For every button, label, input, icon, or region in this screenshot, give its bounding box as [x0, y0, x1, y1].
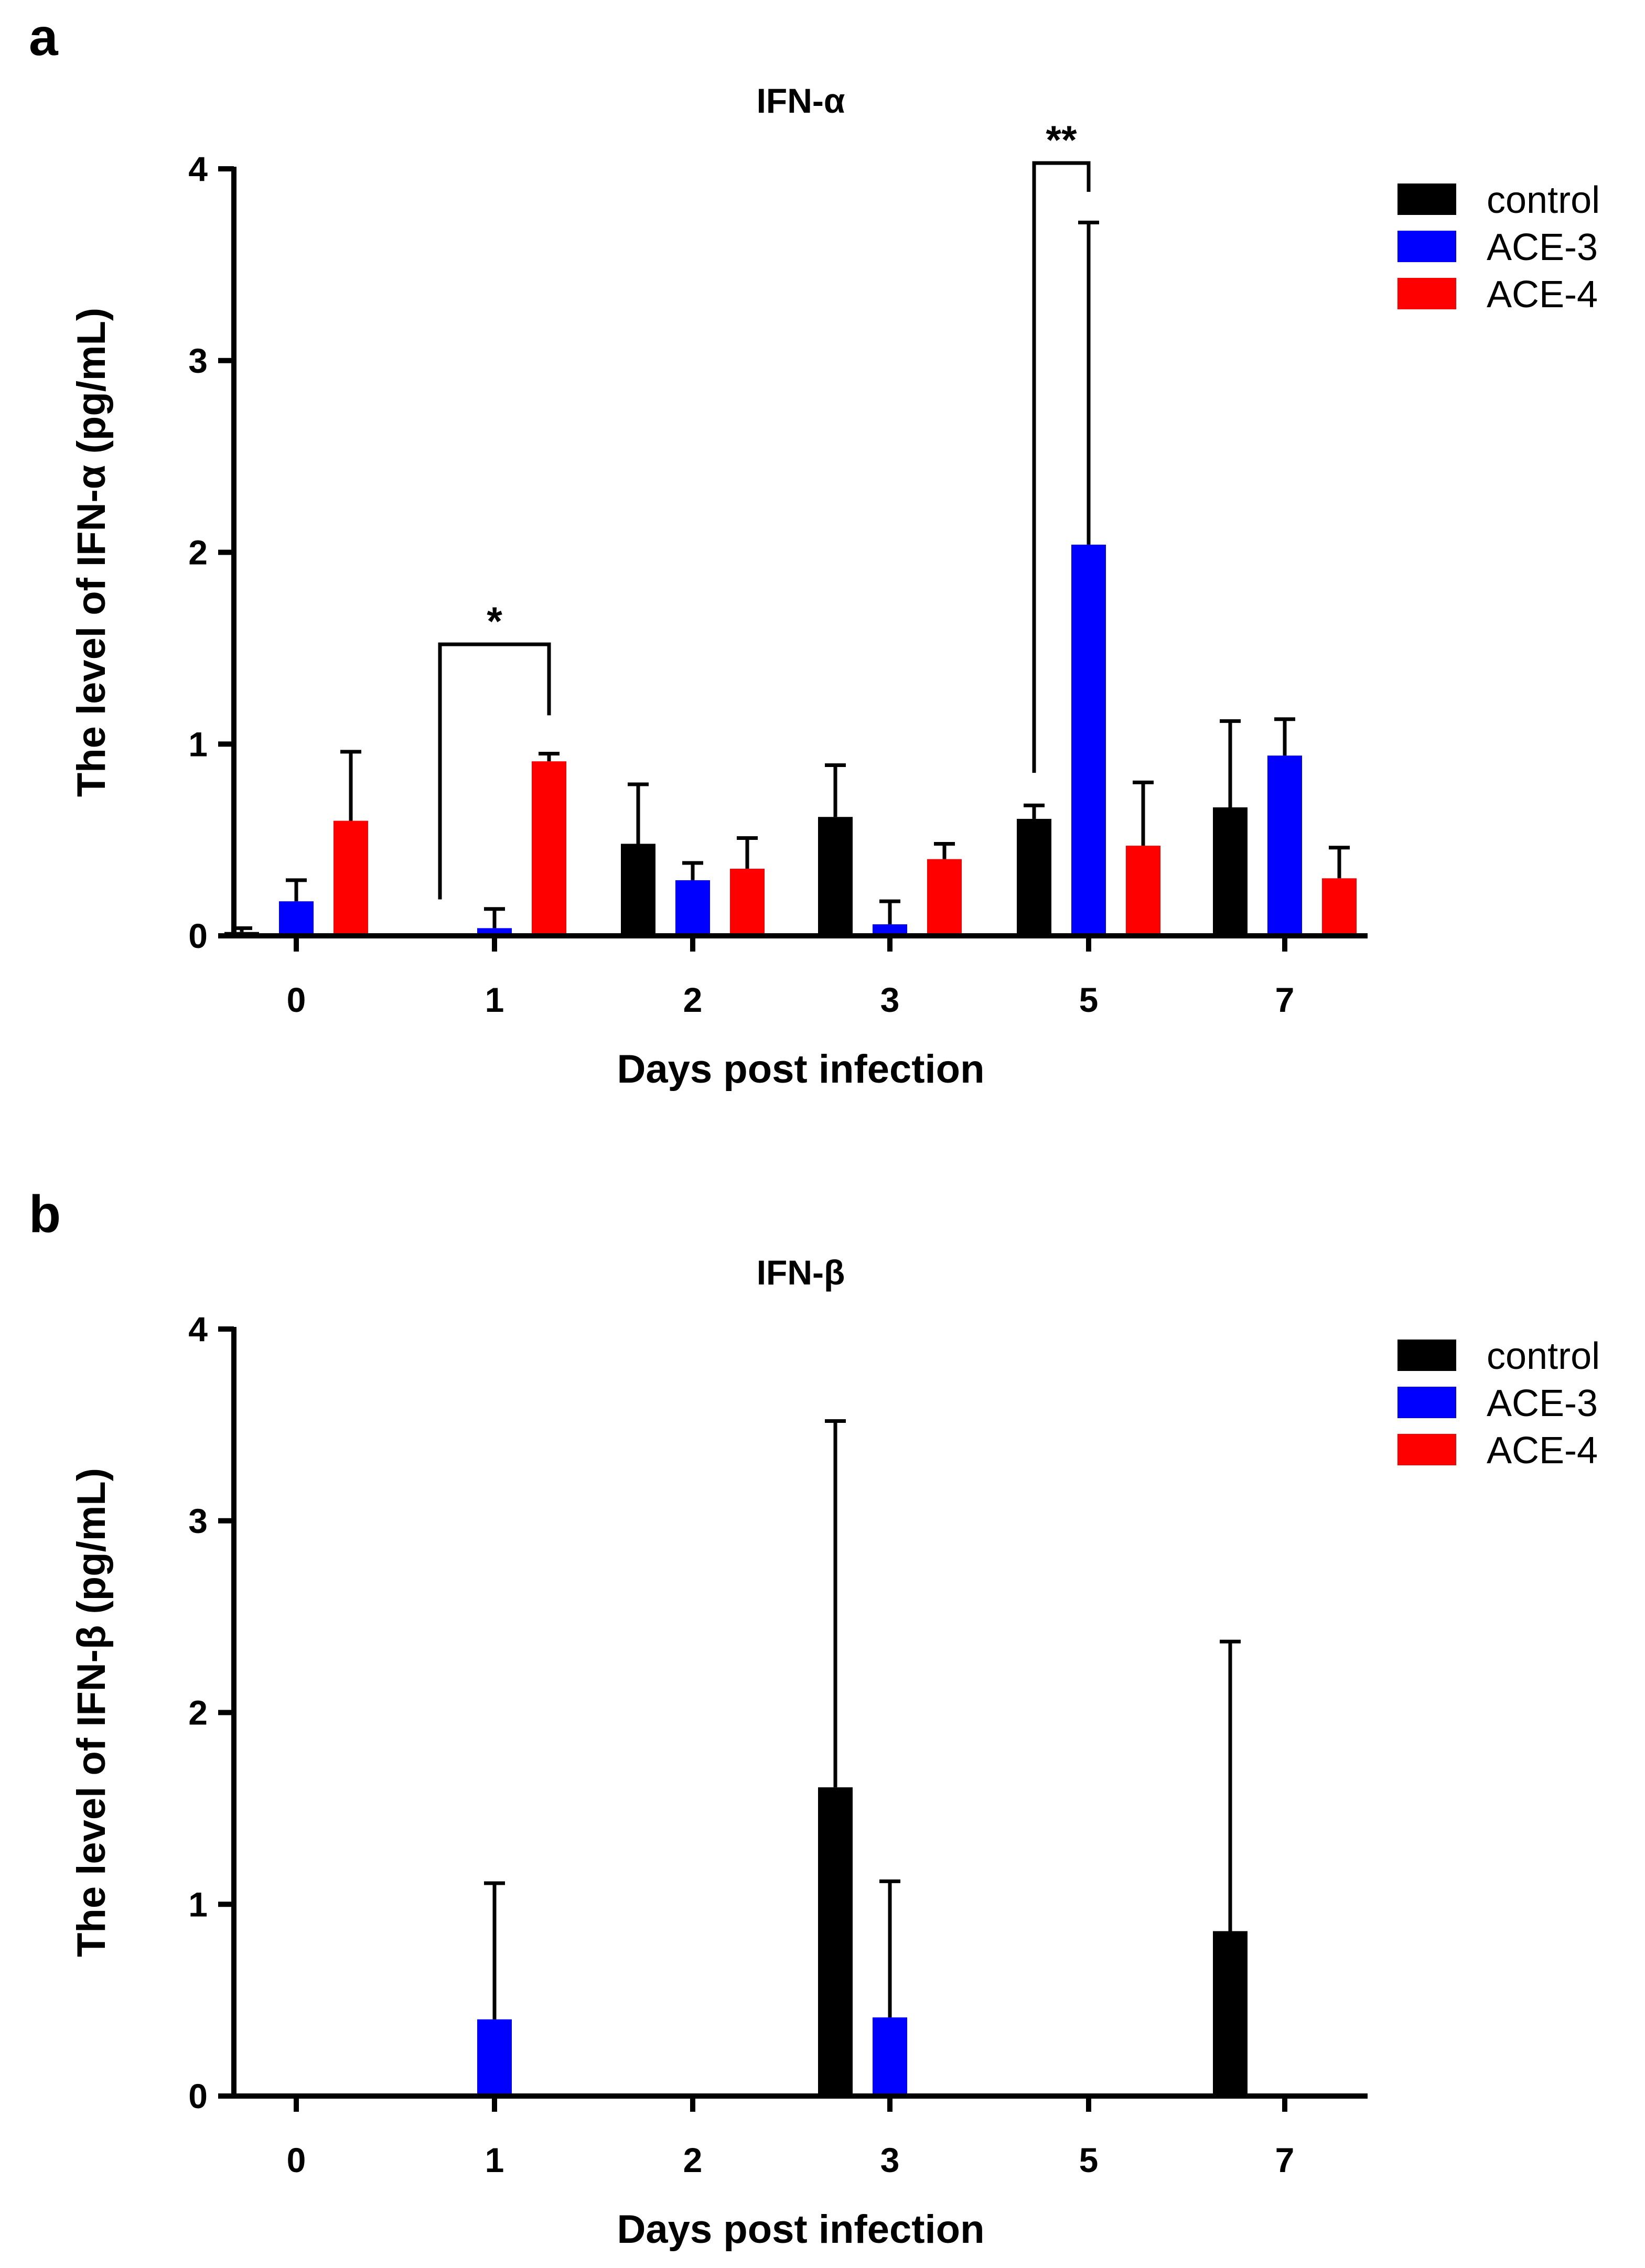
panel-b: b IFN-β 0 1 2 3 4 0 1 2 3 5 7 Days post infection The … [29, 1185, 1600, 2252]
legend-label-ace-4: ACE-4 [1487, 274, 1598, 316]
legend-swatch-ace-3 [1397, 231, 1456, 262]
x-tick-label-7: 7 [1275, 2141, 1295, 2179]
bar-ace-4-day-1 [532, 761, 566, 936]
y-tick-label-1: 1 [188, 725, 208, 763]
bar-control-day-5 [1017, 818, 1051, 936]
bar-control-day-7 [1213, 1931, 1248, 2096]
y-tick-label-3: 3 [188, 1502, 208, 1540]
y-tick-label-3: 3 [188, 341, 208, 380]
bar-ace-3-day-1 [477, 2019, 512, 2096]
bar-ace-4-day-0 [334, 820, 368, 936]
x-axis-title: Days post infection [617, 1047, 985, 1092]
legend-label-control: control [1487, 179, 1600, 221]
series-control [818, 1419, 1248, 2096]
legend-label-ace-3: ACE-3 [1487, 226, 1598, 268]
x-tick-label-2: 2 [683, 980, 703, 1019]
y-axis-title: The level of IFN-β (pg/mL) [69, 1468, 114, 1957]
series-ace-3 [477, 1879, 907, 2096]
x-tick-label-1: 1 [485, 2141, 504, 2179]
bar-ace-4-day-5 [1126, 846, 1160, 936]
x-tick-label-3: 3 [880, 2141, 900, 2179]
x-tick-label-0: 0 [287, 2141, 306, 2179]
bar-ace-3-day-0 [279, 901, 314, 936]
x-tick-label-1: 1 [485, 980, 504, 1019]
y-tick-label-4: 4 [188, 149, 208, 188]
legend-label-ace-3: ACE-3 [1487, 1383, 1598, 1424]
bar-control-day-3 [818, 1787, 853, 2096]
bar-ace-4-day-3 [927, 859, 962, 936]
bar-control-day-7 [1213, 807, 1248, 936]
legend-swatch-control [1397, 1340, 1456, 1371]
x-tick-label-2: 2 [683, 2141, 703, 2179]
x-axis-title: Days post infection [617, 2207, 985, 2252]
series-ace-4 [334, 750, 1357, 936]
y-tick-label-2: 2 [188, 1693, 208, 1732]
y-tick-label-2: 2 [188, 533, 208, 572]
significance-bracket-day-5 [1032, 161, 1091, 773]
bar-ace-4-day-7 [1322, 878, 1357, 936]
legend: control ACE-3 ACE-4 [1397, 179, 1600, 316]
x-tick-label-5: 5 [1079, 2141, 1099, 2179]
bar-control-day-2 [621, 844, 655, 936]
y-tick-label-1: 1 [188, 1885, 208, 1924]
bar-ace-3-day-3 [873, 2017, 907, 2096]
y-tick-label-4: 4 [188, 1310, 208, 1348]
bar-control-day-3 [818, 817, 853, 936]
bar-ace-3-day-5 [1071, 544, 1106, 936]
significance-bracket-day-1 [438, 642, 551, 900]
legend: control ACE-3 ACE-4 [1397, 1335, 1600, 1472]
x-tick-label-7: 7 [1275, 980, 1295, 1019]
legend-swatch-ace-4 [1397, 278, 1456, 309]
legend-swatch-ace-3 [1397, 1387, 1456, 1418]
bar-ace-3-day-7 [1267, 755, 1302, 936]
panel-letter: a [29, 8, 59, 67]
bar-ace-3-day-2 [675, 880, 710, 936]
bar-ace-4-day-2 [730, 868, 765, 936]
y-tick-label-0: 0 [188, 2077, 208, 2115]
x-tick-label-0: 0 [287, 980, 306, 1019]
legend-swatch-ace-4 [1397, 1434, 1456, 1465]
y-tick-label-0: 0 [188, 916, 208, 955]
chart-title: IFN-α [757, 81, 845, 120]
series-control [224, 719, 1248, 936]
bar-ace-3-day-3 [873, 924, 907, 936]
significance-label-day-1: * [487, 599, 502, 644]
legend-label-ace-4: ACE-4 [1487, 1430, 1598, 1472]
legend-label-control: control [1487, 1335, 1600, 1377]
significance-label-day-5: ** [1046, 118, 1077, 163]
panel-letter: b [29, 1185, 61, 1244]
y-axis-title: The level of IFN-α (pg/mL) [69, 308, 114, 797]
chart-title: IFN-β [757, 1253, 845, 1292]
x-tick-label-5: 5 [1079, 980, 1099, 1019]
x-tick-label-3: 3 [880, 980, 900, 1019]
legend-swatch-control [1397, 183, 1456, 215]
